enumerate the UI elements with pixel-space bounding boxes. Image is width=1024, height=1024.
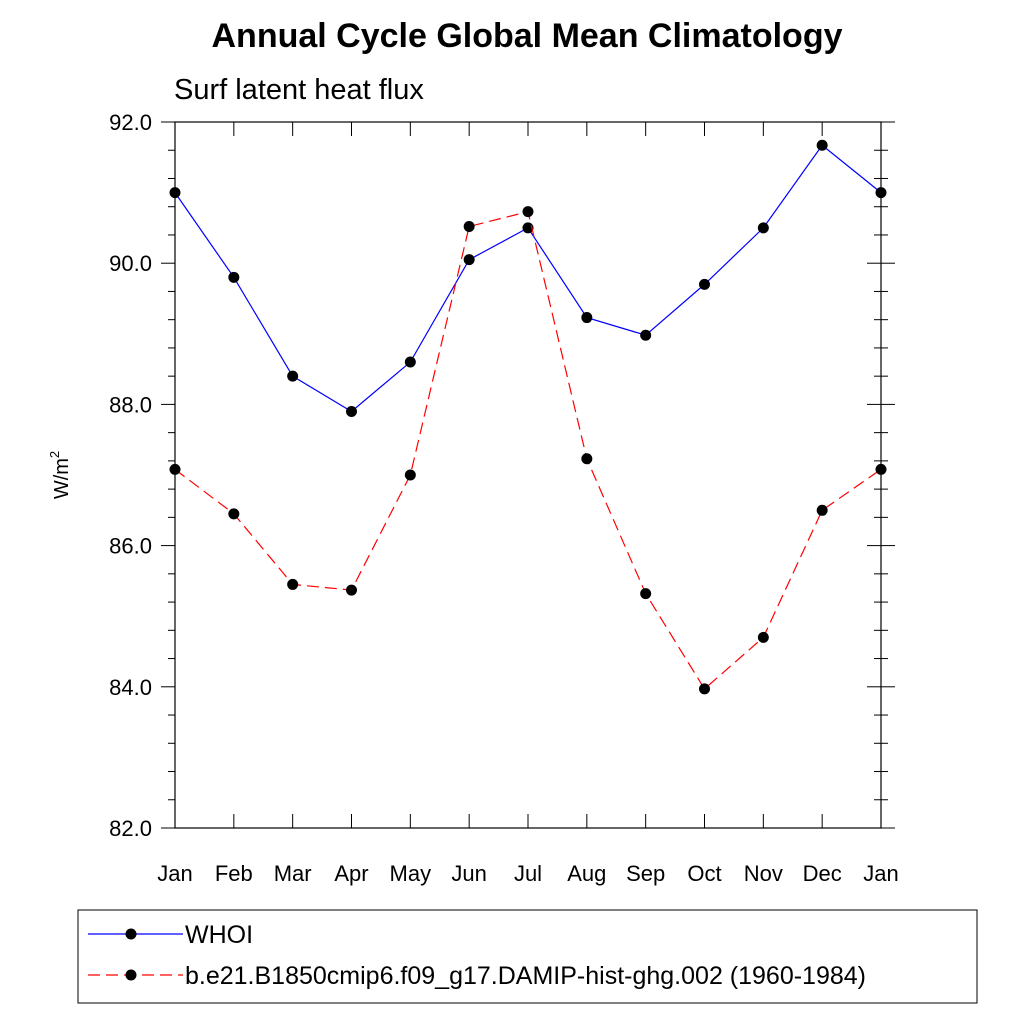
x-tick-label: Dec (803, 861, 842, 886)
x-tick-label: Oct (687, 861, 721, 886)
data-point (816, 504, 828, 516)
data-point (640, 329, 652, 341)
x-tick-label: May (390, 861, 432, 886)
y-tick-label: 82.0 (109, 816, 152, 841)
x-tick-label: Jun (451, 861, 486, 886)
series-layer (169, 139, 887, 695)
legend-marker (125, 928, 137, 940)
data-point (640, 588, 652, 600)
y-tick-label: 84.0 (109, 675, 152, 700)
data-point (581, 453, 593, 465)
x-tick-label: Aug (567, 861, 606, 886)
data-point (757, 222, 769, 234)
data-point (757, 631, 769, 643)
data-point (287, 578, 299, 590)
data-point (228, 271, 240, 283)
data-point (522, 222, 534, 234)
x-tick-labels: Jan Feb Mar Apr May Jun Jul Aug Sep Oct Nov Dec Jan (157, 861, 898, 886)
y-tick-labels: 82.0 84.0 86.0 88.0 90.0 92.0 (109, 110, 152, 841)
series-line (174, 210, 882, 690)
data-point (346, 405, 357, 417)
legend-label: WHOI (185, 921, 253, 949)
x-tick-label: Jan (863, 861, 898, 886)
x-tick-label: Mar (274, 861, 312, 886)
data-point (404, 356, 416, 368)
y-axis-label-text: W/m (51, 458, 73, 499)
data-point (463, 220, 475, 232)
series-0 (169, 139, 887, 417)
x-tick-label: Feb (215, 861, 253, 886)
x-tick-label: Sep (626, 861, 665, 886)
data-point (404, 469, 416, 481)
data-point (522, 206, 534, 218)
x-tick-label: Jan (157, 861, 192, 886)
legend-marker (125, 969, 137, 981)
chart-subtitle: Surf latent heat flux (174, 74, 424, 106)
y-axis-label: W/m2 (47, 451, 73, 499)
data-point (816, 139, 828, 151)
plot-frame (174, 121, 882, 829)
data-point (228, 508, 240, 520)
y-axis-label-superscript: 2 (47, 451, 62, 458)
data-point (463, 254, 475, 266)
legend-box (77, 909, 978, 1004)
series-line (174, 144, 882, 413)
data-point (699, 278, 710, 290)
y-tick-label: 90.0 (109, 251, 152, 276)
chart-title: Annual Cycle Global Mean Climatology (212, 17, 843, 55)
x-tick-label: Nov (744, 861, 783, 886)
x-tick-label: Jul (514, 861, 542, 886)
legend-label: b.e21.B1850cmip6.f09_g17.DAMIP-hist-ghg.… (185, 962, 866, 990)
legend: WHOI b.e21.B1850cmip6.f09_g17.DAMIP-hist-… (88, 921, 866, 990)
data-point (287, 370, 299, 382)
y-tick-label: 92.0 (109, 110, 152, 135)
data-point (346, 584, 357, 596)
series-1 (169, 206, 887, 695)
data-point (699, 683, 710, 695)
y-tick-label: 88.0 (109, 392, 152, 417)
svg-text:W/m2: W/m2 (47, 451, 73, 499)
data-point (581, 312, 593, 324)
x-tick-label: Apr (334, 861, 368, 886)
y-tick-label: 86.0 (109, 534, 152, 559)
